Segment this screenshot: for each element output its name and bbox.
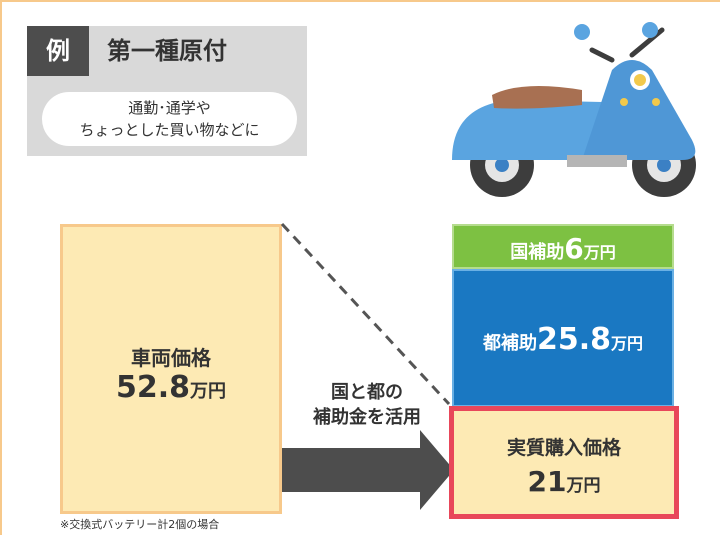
footnote: ※交換式バッテリー計2個の場合 (60, 516, 219, 532)
amount: 25.8 (537, 322, 611, 357)
unit: 万円 (611, 334, 643, 353)
amount: 21 (528, 465, 567, 498)
effective-price-label: 実質購入価格 (454, 433, 674, 460)
effective-price-value: 21万円 (454, 465, 674, 498)
amount: 6 (564, 232, 583, 265)
label: 国補助 (510, 242, 564, 263)
unit: 万円 (584, 243, 616, 262)
label: 都補助 (483, 333, 537, 354)
arrow-caption: 国と都の 補助金を活用 (292, 380, 442, 430)
unit: 万円 (566, 476, 600, 496)
effective-price-box: 実質購入価格 21万円 (449, 406, 679, 519)
arrow-line: 補助金を活用 (292, 405, 442, 430)
tokyo-subsidy-box: 都補助25.8万円 (452, 269, 674, 407)
arrow-line: 国と都の (292, 380, 442, 405)
infographic: 例 第一種原付 通勤･通学や ちょっとした買い物などに 車両価格 52.8万円 … (0, 0, 720, 535)
national-subsidy-box: 国補助6万円 (452, 224, 674, 269)
